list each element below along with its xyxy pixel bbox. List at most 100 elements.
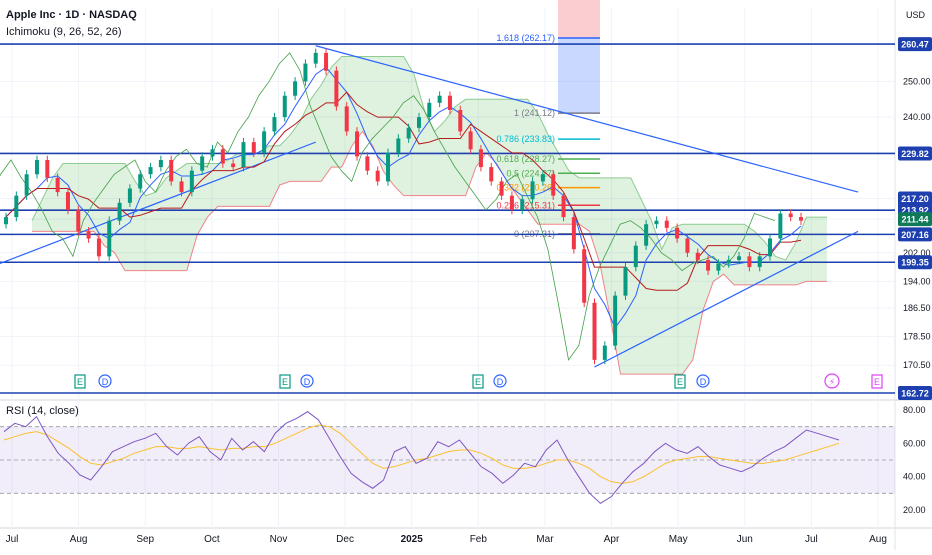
lagging-span bbox=[0, 52, 776, 361]
leading-span-b bbox=[32, 130, 827, 375]
x-tick-label: 2025 bbox=[401, 534, 424, 545]
candle-body bbox=[695, 252, 700, 260]
candle-body bbox=[613, 295, 618, 346]
event-marker-label: E bbox=[77, 377, 83, 387]
candle-body bbox=[386, 152, 391, 182]
price-badge-label: 162.72 bbox=[901, 389, 929, 399]
fib-level-label: 0.236 (215.31) bbox=[496, 200, 555, 210]
candle-body bbox=[561, 195, 566, 218]
candle-body bbox=[602, 345, 607, 360]
fib-level-label: 1 (241.12) bbox=[514, 108, 555, 118]
x-tick-label: Mar bbox=[536, 534, 554, 545]
candle-body bbox=[685, 238, 690, 253]
candle-body bbox=[416, 117, 421, 128]
dividend-marker bbox=[98, 374, 112, 388]
x-tick-label: Apr bbox=[604, 534, 620, 545]
price-badge-label: 199.35 bbox=[901, 258, 929, 268]
event-marker-label: E bbox=[874, 377, 880, 387]
candle-body bbox=[499, 181, 504, 196]
y-tick-label: 250.00 bbox=[903, 76, 931, 86]
candle-body bbox=[437, 95, 442, 103]
candle-body bbox=[582, 249, 587, 303]
candle-body bbox=[107, 220, 112, 257]
x-tick-label: Jul bbox=[6, 534, 19, 545]
event-marker-label: E bbox=[475, 377, 481, 387]
candle-body bbox=[65, 192, 70, 210]
candle-body bbox=[210, 149, 215, 157]
ichimoku-cloud bbox=[32, 56, 827, 375]
candle-body bbox=[158, 159, 163, 168]
price-badge-label: 211.44 bbox=[901, 215, 928, 225]
fib-extension-zone bbox=[558, 0, 600, 38]
candle-body bbox=[706, 259, 711, 271]
candle-body bbox=[251, 142, 256, 153]
candle-body bbox=[117, 202, 122, 221]
price-badge bbox=[898, 227, 932, 242]
fib-level-label: 0.618 (228.27) bbox=[496, 154, 555, 164]
candle-body bbox=[396, 138, 401, 153]
candle-body bbox=[530, 181, 535, 200]
candle-body bbox=[540, 174, 545, 182]
candle-body bbox=[788, 213, 793, 218]
y-tick-label: 170.50 bbox=[903, 360, 931, 370]
ascending-trendline bbox=[594, 230, 859, 368]
x-tick-label: Jun bbox=[737, 534, 753, 545]
event-marker-label: D bbox=[497, 377, 504, 387]
dividend-marker bbox=[300, 374, 314, 388]
earnings-marker bbox=[472, 374, 484, 389]
candle-body bbox=[86, 231, 91, 239]
candle-body bbox=[24, 174, 29, 196]
fib-level-label: 0.5 (224.27) bbox=[506, 168, 555, 178]
candle-body bbox=[478, 149, 483, 168]
candle-body bbox=[768, 238, 773, 257]
event-marker-label: D bbox=[304, 377, 311, 387]
rsi-tick-label: 20.00 bbox=[903, 505, 926, 515]
candle-body bbox=[757, 256, 762, 268]
candle-body bbox=[231, 163, 236, 168]
rsi-line bbox=[3, 411, 840, 504]
rsi-tick-label: 60.00 bbox=[903, 438, 926, 448]
y-tick-label: 178.50 bbox=[903, 332, 931, 342]
candle-body bbox=[644, 224, 649, 246]
price-badge bbox=[898, 191, 932, 206]
rsi-title: RSI (14, close) bbox=[6, 405, 79, 417]
indicator-label: Ichimoku (9, 26, 52, 26) bbox=[6, 26, 122, 38]
candle-body bbox=[4, 217, 8, 225]
candle-body bbox=[138, 174, 143, 189]
candle-body bbox=[623, 267, 628, 296]
split-marker bbox=[824, 373, 840, 389]
x-tick-label: Feb bbox=[470, 534, 488, 545]
y-tick-label: 186.50 bbox=[903, 303, 931, 313]
price-badge bbox=[898, 386, 932, 400]
candle-body bbox=[220, 149, 225, 164]
y-tick-label: 240.00 bbox=[903, 112, 931, 122]
event-marker-label: E bbox=[282, 377, 288, 387]
x-tick-label: May bbox=[669, 534, 688, 545]
candle-body bbox=[520, 199, 525, 210]
candle-body bbox=[447, 95, 452, 110]
split-marker-label: ⚡ bbox=[829, 378, 835, 388]
candle-body bbox=[55, 177, 60, 193]
dividend-marker bbox=[493, 374, 507, 388]
candle-body bbox=[96, 238, 101, 257]
candle-body bbox=[675, 227, 680, 239]
price-badge bbox=[898, 146, 932, 161]
y-tick-label: 202.00 bbox=[903, 248, 931, 258]
price-badge bbox=[898, 212, 932, 227]
candle-body bbox=[334, 70, 339, 107]
candle-body bbox=[76, 209, 81, 232]
y-tick-label: 194.00 bbox=[903, 276, 931, 286]
rsi-tick-label: 80.00 bbox=[903, 405, 926, 415]
x-tick-label: Jul bbox=[805, 534, 818, 545]
rsi-tick-label: 40.00 bbox=[903, 472, 926, 482]
candle-body bbox=[272, 117, 277, 132]
candle-body bbox=[241, 142, 246, 168]
candle-body bbox=[737, 256, 742, 260]
descending-trendline bbox=[315, 45, 859, 193]
event-marker-label: D bbox=[700, 377, 707, 387]
x-tick-label: Aug bbox=[869, 534, 887, 545]
price-badge-label: 217.20 bbox=[901, 194, 929, 204]
price-badge-label: 207.16 bbox=[901, 230, 929, 240]
candle-body bbox=[344, 106, 349, 132]
